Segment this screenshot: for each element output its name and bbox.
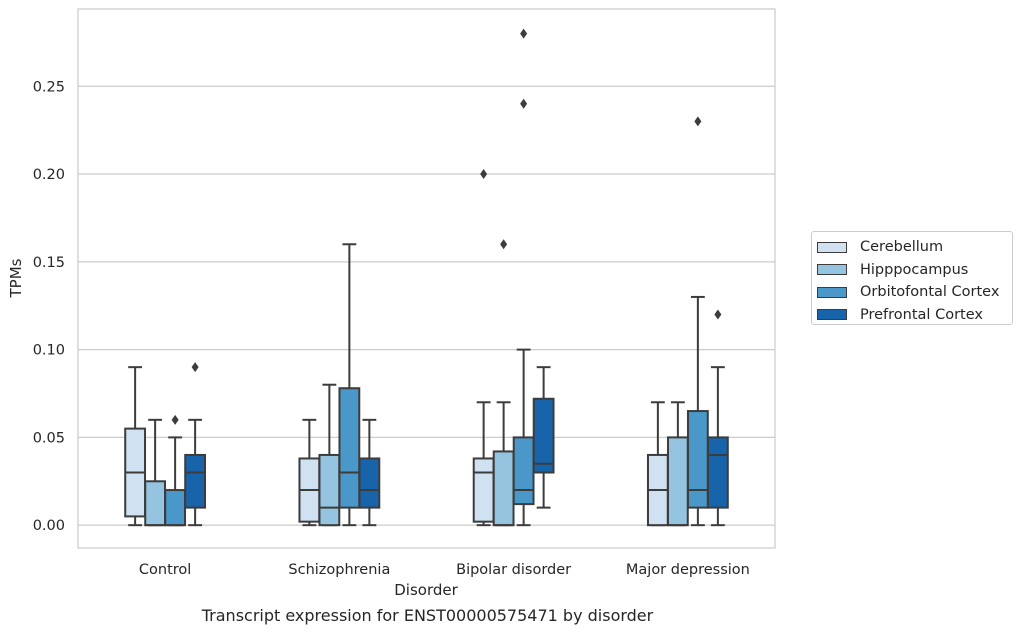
legend-swatch [817, 264, 847, 276]
box-1-1 [318, 383, 341, 527]
legend-label: Prefrontal Cortex [860, 306, 983, 323]
box-body [492, 450, 515, 527]
legend-item: Orbitofontal Cortex [817, 281, 1012, 304]
legend: Cerebellum Hipppocampus Orbitofontal Corte… [811, 231, 1013, 325]
box-3-2 [686, 116, 709, 527]
box-body [472, 457, 495, 523]
box-group [124, 28, 729, 527]
outlier-point [520, 28, 528, 39]
legend-item: Cerebellum [817, 236, 1012, 259]
box-0-3 [184, 362, 207, 527]
x-tick-label: Bipolar disorder [456, 562, 571, 578]
outlier-point [191, 362, 199, 373]
box-2-0 [472, 169, 495, 527]
box-0-0 [124, 366, 147, 527]
x-tick-label: Schizophrenia [288, 562, 390, 578]
box-3-3 [706, 309, 729, 527]
outlier-point [500, 239, 508, 250]
x-tick-labels: Control Schizophrenia Bipolar disorder Majo… [139, 562, 750, 578]
outlier-point [480, 169, 488, 180]
box-body [164, 489, 187, 527]
y-tick-label: 0.15 [33, 255, 65, 271]
box-3-0 [646, 401, 669, 527]
box-3-1 [666, 401, 689, 527]
box-1-2 [338, 243, 361, 527]
x-axis-label: Disorder [394, 581, 458, 599]
box-body [358, 457, 381, 509]
y-tick-label: 0.25 [33, 79, 65, 95]
y-tick-label: 0.20 [33, 167, 65, 183]
box-2-2 [512, 28, 535, 527]
box-body [144, 480, 167, 527]
box-0-2 [164, 414, 187, 527]
box-1-0 [298, 418, 321, 527]
y-tick-label: 0.05 [33, 430, 65, 446]
box-0-1 [144, 418, 167, 527]
legend-swatch [817, 286, 847, 298]
outlier-point [171, 414, 179, 425]
y-tick-labels: 0.00 0.05 0.10 0.15 0.20 0.25 [33, 79, 65, 534]
legend-swatch [817, 241, 847, 253]
outlier-point [694, 116, 702, 127]
box-body [512, 436, 535, 506]
legend-label: Hipppocampus [860, 261, 969, 278]
box-body [532, 397, 555, 474]
box-body [686, 410, 709, 509]
box-body [318, 453, 341, 527]
box-body [666, 436, 689, 527]
box-body [184, 453, 207, 509]
plot-frame [77, 8, 776, 549]
y-axis-label: TPMs [7, 258, 25, 298]
x-tick-label: Control [139, 562, 191, 578]
legend-swatch [817, 309, 847, 321]
legend-item: Hipppocampus [817, 259, 1012, 282]
box-2-3 [532, 366, 555, 509]
outlier-point [714, 309, 722, 320]
box-1-3 [358, 418, 381, 527]
chart-caption: Transcript expression for ENST0000057547… [201, 606, 654, 625]
legend-label: Orbitofontal Cortex [860, 284, 1000, 301]
box-body [706, 436, 729, 509]
legend-label: Cerebellum [860, 239, 944, 256]
box-body [338, 387, 361, 509]
box-2-1 [492, 239, 515, 527]
y-tick-label: 0.00 [33, 518, 65, 534]
y-tick-label: 0.10 [33, 343, 65, 359]
legend-item: Prefrontal Cortex [817, 304, 1012, 327]
outlier-point [520, 98, 528, 109]
x-tick-label: Major depression [626, 562, 750, 578]
